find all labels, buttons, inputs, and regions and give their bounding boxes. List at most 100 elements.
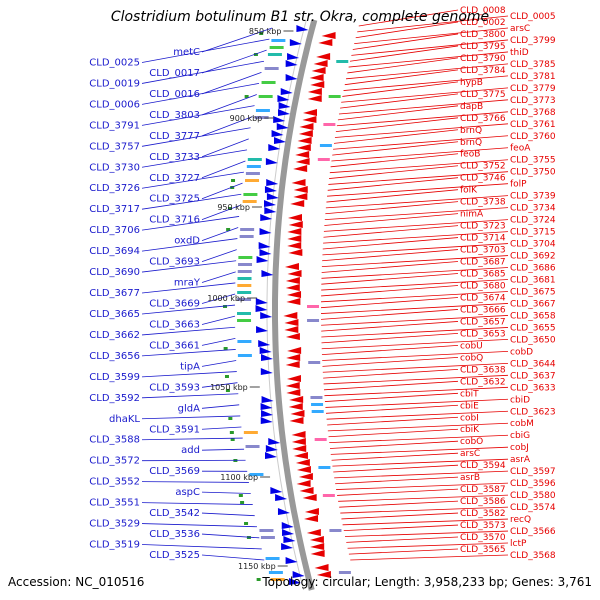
right-label-connector	[322, 356, 459, 367]
right-gene-label: CLD_3752	[460, 162, 506, 172]
forward-gene-arrow	[292, 571, 305, 578]
left-label-connector	[141, 216, 240, 231]
right-label-connector	[322, 243, 509, 256]
left-gene-label: CLD_0025	[89, 57, 140, 68]
reverse-gene-arrow	[314, 564, 329, 571]
right-label-connector	[328, 428, 459, 438]
right-label-connector	[321, 261, 459, 273]
feature-block	[242, 200, 257, 203]
left-label-connector	[201, 554, 265, 561]
forward-gene-arrow	[285, 557, 298, 564]
right-gene-label: CLD_0005	[510, 12, 556, 22]
left-gene-label: CLD_3572	[89, 456, 140, 467]
left-label-connector	[141, 60, 265, 84]
kbp-tick-layer: 850 kbp 900 kbp 950 kbp 1000 kbp 1050 kbp 110…	[207, 27, 294, 571]
right-label-connector	[323, 380, 459, 391]
left-gene-label: CLD_3663	[149, 319, 200, 330]
reverse-gene-arrow	[290, 410, 305, 417]
forward-gene-arrow	[259, 249, 272, 256]
right-label-connector	[326, 189, 459, 203]
feature-mark	[253, 53, 258, 56]
right-label-connector	[344, 69, 459, 86]
left-label-connector	[201, 491, 251, 494]
forward-gene-arrow	[260, 214, 273, 221]
right-label-connector	[323, 374, 509, 385]
right-label-connector	[337, 105, 459, 121]
right-gene-label: CLD_3674	[460, 293, 506, 303]
left-gene-label: CLD_3656	[89, 351, 140, 362]
right-gene-label: CLD_3587	[460, 485, 506, 495]
kbp-tick-label: 1000 kbp	[207, 294, 245, 303]
right-gene-label: CLD_3580	[510, 491, 556, 501]
right-label-connector	[334, 470, 509, 479]
right-label-connector	[321, 309, 459, 320]
right-gene-label: CLD_3574	[510, 503, 556, 513]
reverse-gene-arrow	[310, 543, 325, 550]
right-gene-label: arsC	[460, 449, 480, 459]
reverse-gene-arrow	[285, 333, 300, 340]
feature-block	[318, 466, 331, 469]
left-label-connector	[201, 160, 246, 179]
forward-gene-arrow	[270, 487, 283, 494]
left-label-connector	[201, 426, 242, 430]
forward-gene-arrow	[278, 102, 291, 109]
right-gene-label: CLD_3800	[460, 30, 506, 40]
right-label-connector	[340, 506, 509, 514]
right-gene-label: CLD_3766	[460, 114, 506, 124]
reverse-gene-arrow	[285, 277, 300, 284]
left-gene-label: mraY	[174, 278, 201, 289]
right-gene-label: CLD_3715	[510, 228, 556, 238]
feature-mark	[225, 389, 230, 392]
feature-block	[323, 123, 336, 126]
feature-block	[237, 298, 252, 301]
left-label-connector	[141, 38, 270, 63]
feature-mark	[259, 32, 264, 35]
right-label-connector	[355, 21, 459, 39]
right-gene-label: CLD_3623	[510, 407, 556, 417]
forward-gene-arrow	[264, 186, 277, 193]
left-gene-label: CLD_3592	[89, 393, 140, 404]
right-gene-label: brnQ	[460, 126, 482, 136]
accession-label: Accession: NC_010516	[8, 575, 145, 589]
left-gene-label: CLD_3591	[149, 424, 200, 435]
right-label-connector	[333, 135, 509, 150]
left-gene-label: CLD_3551	[89, 498, 140, 509]
reverse-gene-arrow	[289, 417, 304, 424]
right-gene-label: CLD_3750	[510, 168, 556, 178]
left-label-connector	[201, 49, 267, 74]
left-label-connector	[201, 448, 245, 451]
right-label-connector	[320, 297, 459, 309]
left-label-connector	[201, 227, 239, 242]
right-gene-label: CLD_3666	[460, 305, 506, 315]
feature-block	[238, 256, 253, 259]
right-label-connector	[351, 39, 509, 56]
left-gene-label: CLD_3669	[149, 299, 200, 310]
forward-gene-arrow	[255, 305, 268, 312]
right-gene-label: CLD_3681	[510, 276, 556, 286]
feature-block	[254, 116, 269, 119]
right-gene-label: CLD_3724	[510, 216, 556, 226]
right-label-connector	[332, 141, 459, 156]
right-gene-label: CLD_3781	[510, 72, 556, 82]
right-label-connector	[328, 171, 509, 185]
left-gene-label: CLD_3662	[89, 330, 140, 341]
reverse-gene-arrow	[287, 270, 302, 277]
right-label-connector	[321, 255, 509, 267]
right-label-connector	[321, 338, 509, 350]
reverse-gene-arrow	[304, 515, 319, 522]
forward-gene-arrow	[280, 88, 293, 95]
feature-mark	[228, 417, 233, 420]
right-label-connector	[321, 291, 509, 303]
right-gene-label: CLD_3657	[460, 317, 506, 327]
right-gene-label: cobI	[460, 413, 479, 423]
right-label-connector	[342, 518, 509, 526]
left-gene-label: CLD_3690	[89, 267, 140, 278]
left-gene-label: CLD_3777	[149, 131, 200, 142]
forward-gene-arrow	[260, 403, 273, 410]
right-gene-label: asrA	[510, 455, 531, 465]
right-label-connector	[339, 500, 459, 508]
right-gene-label: CLD_3768	[510, 108, 556, 118]
right-gene-label: feoA	[510, 144, 531, 154]
left-gene-label: CLD_3730	[89, 162, 140, 173]
